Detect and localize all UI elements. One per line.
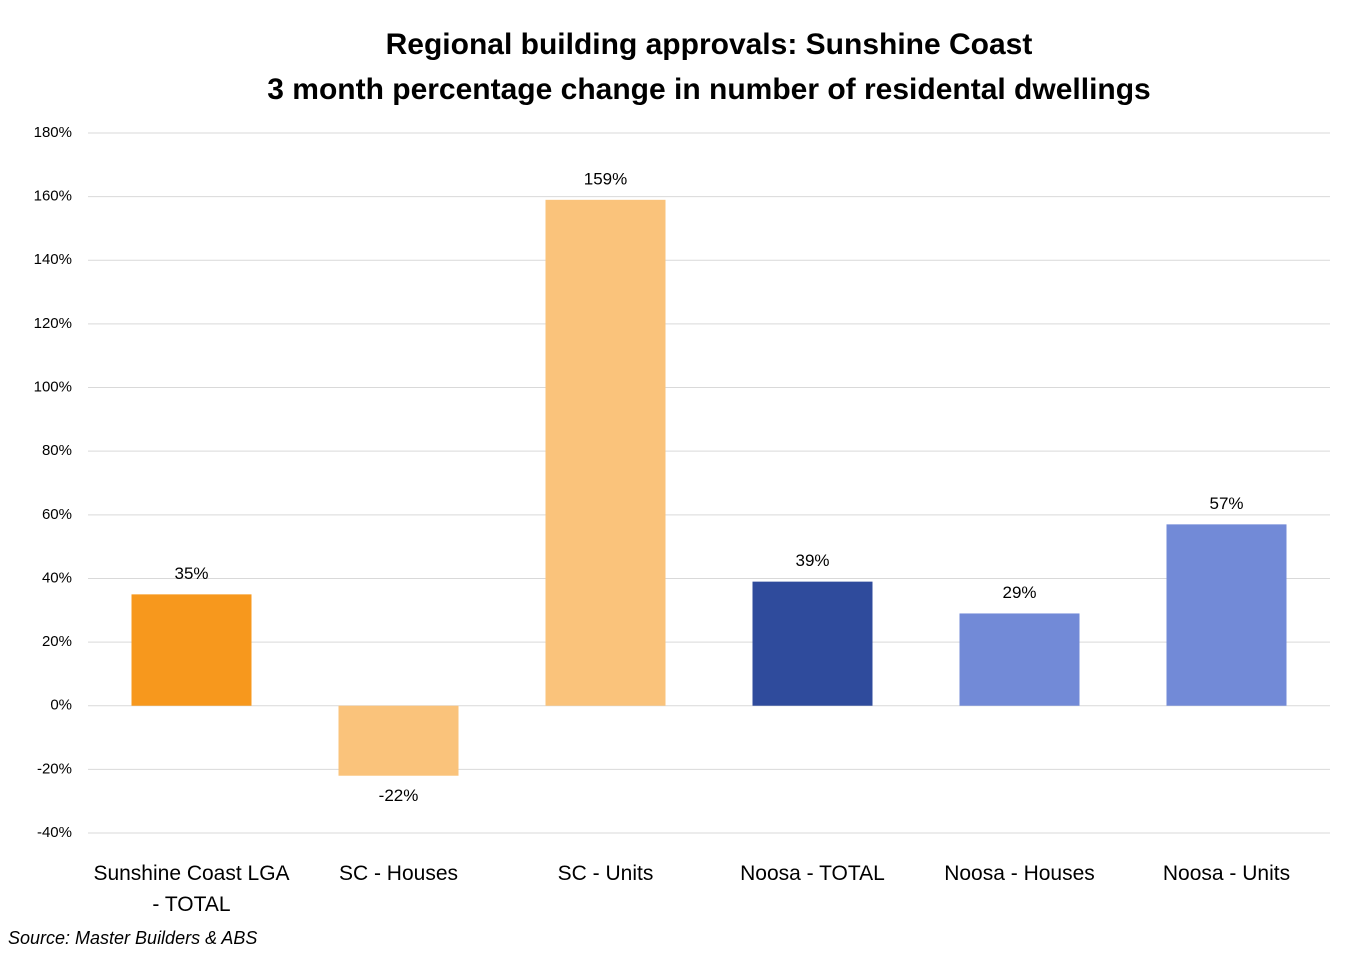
x-tick-label: Noosa - Houses <box>944 862 1095 885</box>
y-tick-label: 160% <box>34 188 72 205</box>
y-tick-label: 60% <box>42 506 72 523</box>
chart-title: Regional building approvals: Sunshine Co… <box>386 28 1033 61</box>
value-label: -22% <box>379 786 419 805</box>
y-tick-label: 180% <box>34 124 72 141</box>
x-tick-label: Noosa - Units <box>1162 862 1291 885</box>
chart-subtitle: 3 month percentage change in number of r… <box>267 73 1151 106</box>
bar <box>1166 524 1287 706</box>
x-tick-label: Sunshine Coast LGA - TOTAL <box>93 862 290 916</box>
y-tick-label: 140% <box>34 251 72 268</box>
source-note: Source: Master Builders & ABS <box>8 928 258 948</box>
value-label: 39% <box>795 551 829 570</box>
x-tick-label: SC - Houses <box>338 862 459 885</box>
y-tick-label: 20% <box>42 633 72 650</box>
y-tick-label: 100% <box>34 379 72 396</box>
y-tick-label: 0% <box>50 697 72 714</box>
x-tick-label: SC - Units <box>557 862 654 885</box>
value-label: 57% <box>1209 494 1243 513</box>
bar <box>131 594 252 706</box>
y-tick-label: 120% <box>34 315 72 332</box>
bar <box>959 613 1080 706</box>
value-label: 29% <box>1002 583 1036 602</box>
x-tick-label: Noosa - TOTAL <box>740 862 885 885</box>
y-tick-label: 40% <box>42 569 72 586</box>
value-label: 159% <box>584 169 627 188</box>
bar <box>545 199 666 706</box>
bar <box>752 581 873 706</box>
y-tick-label: 80% <box>42 442 72 459</box>
y-tick-label: -20% <box>37 760 72 777</box>
y-tick-label: -40% <box>37 824 72 841</box>
value-label: 35% <box>174 564 208 583</box>
bar <box>338 705 459 776</box>
